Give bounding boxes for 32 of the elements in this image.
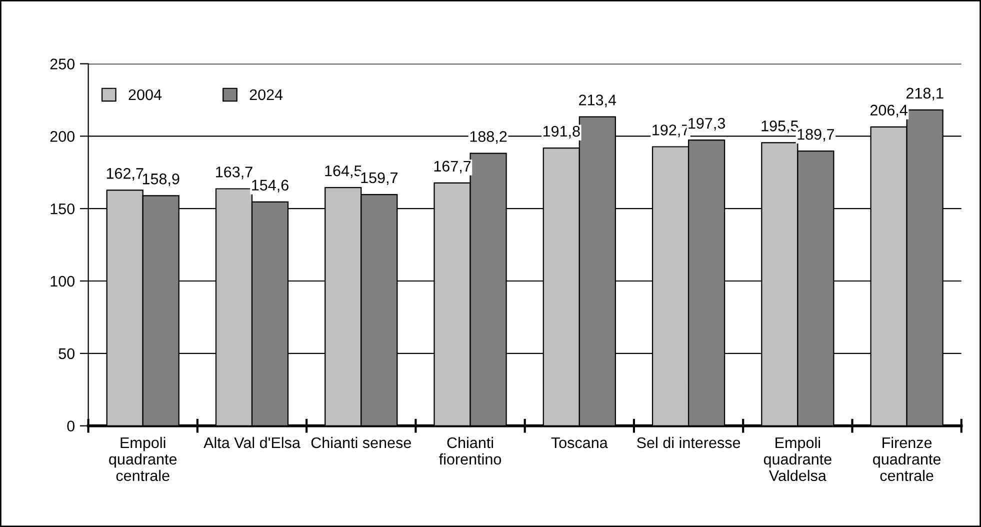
- data-label: 164,5: [325, 165, 362, 178]
- data-label: 191,8: [543, 126, 580, 139]
- x-tick-label: Toscana: [551, 437, 608, 448]
- data-label: 167,7: [434, 160, 471, 174]
- data-label: 192,7: [652, 124, 689, 138]
- y-tick-label: 100: [50, 276, 74, 287]
- x-tick-label: Sel di interesse: [637, 436, 740, 448]
- data-label: 213,4: [579, 94, 616, 108]
- data-label: 218,1: [906, 88, 944, 100]
- y-tick-label: 0: [67, 420, 74, 432]
- x-tick-label: Alta Val d'Elsa: [204, 436, 300, 448]
- data-label: 158,9: [142, 174, 180, 186]
- x-tick-label: Chianti senese: [311, 436, 411, 448]
- legend-label: 2004: [128, 89, 162, 100]
- data-label: 189,7: [798, 128, 834, 142]
- data-label: 162,7: [106, 168, 144, 181]
- legend-label: 2024: [250, 89, 283, 100]
- data-label: 197,3: [688, 118, 725, 131]
- x-tick-label: Chianti fiorentino: [439, 436, 502, 465]
- y-tick-label: 200: [50, 131, 74, 142]
- data-label: 163,7: [216, 166, 252, 180]
- x-tick-label: Empoli quadrante centrale: [109, 436, 177, 482]
- y-tick-label: 150: [50, 203, 74, 214]
- x-tick-label: Firenze quadrante centrale: [873, 436, 941, 482]
- data-label: 159,7: [361, 172, 398, 185]
- y-tick-label: 50: [58, 348, 74, 360]
- data-label: 206,4: [870, 104, 908, 118]
- data-label: 154,6: [252, 180, 288, 192]
- data-label: 188,2: [470, 131, 507, 144]
- y-tick-label: 250: [50, 58, 74, 70]
- x-tick-label: Empoli quadrante Valdelsa: [764, 436, 832, 482]
- data-label: 195,5: [762, 120, 798, 134]
